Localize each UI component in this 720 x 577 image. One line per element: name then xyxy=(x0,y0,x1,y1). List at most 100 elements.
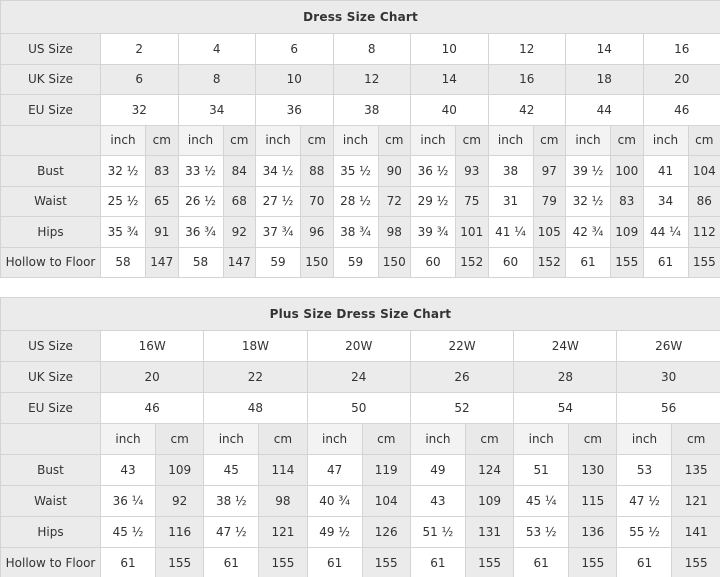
row-label: EU Size xyxy=(0,94,101,126)
measure-inch-cell: 38 ½ xyxy=(203,485,260,517)
size-value-cell: 12 xyxy=(332,63,411,95)
size-value-cell: 38 xyxy=(332,94,411,126)
row-label: US Size xyxy=(0,33,101,65)
measure-inch-cell: 53 xyxy=(616,454,673,486)
measure-cm-cell: 155 xyxy=(258,547,308,577)
size-value-cell: 12 xyxy=(487,33,566,65)
size-value-cell: 10 xyxy=(255,63,334,95)
unit-cm-label: cm xyxy=(222,124,256,156)
row-label: US Size xyxy=(0,330,101,362)
measure-cm-cell: 92 xyxy=(154,485,205,517)
size-value-cell: 26 xyxy=(409,361,515,393)
measure-inch-cell: 61 xyxy=(409,547,466,577)
measure-cm-cell: 75 xyxy=(455,185,489,217)
measure-cm-cell: 141 xyxy=(671,516,720,548)
size-value-cell: 50 xyxy=(306,392,411,424)
measure-cm-cell: 93 xyxy=(455,155,489,187)
measure-cm-cell: 100 xyxy=(610,155,644,187)
measure-cm-cell: 98 xyxy=(258,485,308,517)
measure-inch-cell: 43 xyxy=(100,454,156,486)
size-row: US Size 16W 18W 20W 22W 24W 26W xyxy=(0,330,720,362)
unit-inch-label: inch xyxy=(306,423,363,455)
unit-cm-label: cm xyxy=(258,423,308,455)
measure-inch-cell: 61 xyxy=(565,246,611,278)
measure-inch-cell: 36 ½ xyxy=(410,155,456,187)
measure-inch-cell: 32 ½ xyxy=(565,185,611,217)
measure-inch-cell: 32 ½ xyxy=(100,155,146,187)
unit-row-label xyxy=(0,423,101,455)
measure-inch-cell: 35 ½ xyxy=(332,155,379,187)
measure-inch-cell: 61 xyxy=(642,246,689,278)
measure-inch-cell: 33 ½ xyxy=(177,155,224,187)
size-value-cell: 24W xyxy=(513,330,618,362)
size-value-cell: 32 xyxy=(100,94,179,126)
measure-cm-cell: 155 xyxy=(154,547,205,577)
unit-inch-label: inch xyxy=(513,423,570,455)
unit-cm-label: cm xyxy=(377,124,411,156)
measure-cm-cell: 104 xyxy=(687,155,720,187)
measure-cm-cell: 65 xyxy=(145,185,179,217)
size-value-cell: 6 xyxy=(100,63,179,95)
size-value-cell: 14 xyxy=(565,33,644,65)
unit-inch-label: inch xyxy=(410,124,456,156)
measure-cm-cell: 98 xyxy=(377,216,411,248)
measure-inch-cell: 60 xyxy=(410,246,456,278)
size-value-cell: 20 xyxy=(99,361,205,393)
measure-inch-cell: 26 ½ xyxy=(177,185,224,217)
unit-cm-label: cm xyxy=(532,124,566,156)
measure-inch-cell: 51 ½ xyxy=(409,516,466,548)
size-value-cell: 14 xyxy=(410,63,489,95)
size-value-cell: 4 xyxy=(177,33,256,65)
size-value-cell: 24 xyxy=(306,361,411,393)
measure-inch-cell: 60 xyxy=(487,246,534,278)
size-value-cell: 52 xyxy=(409,392,515,424)
size-value-cell: 10 xyxy=(410,33,489,65)
measure-inch-cell: 44 ¼ xyxy=(642,216,689,248)
size-value-cell: 54 xyxy=(513,392,618,424)
table-title-row: Dress Size Chart xyxy=(0,0,720,34)
unit-cm-label: cm xyxy=(671,423,720,455)
unit-cm-label: cm xyxy=(568,423,618,455)
unit-cm-label: cm xyxy=(610,124,644,156)
measure-cm-cell: 121 xyxy=(258,516,308,548)
measure-cm-cell: 150 xyxy=(300,246,334,278)
measure-row: Waist 25 ½ 65 26 ½ 68 27 ½ 70 28 ½ 72 29 ½ 75 31 79 3… xyxy=(0,185,720,217)
measure-inch-cell: 41 xyxy=(642,155,689,187)
measure-cm-cell: 121 xyxy=(671,485,720,517)
size-value-cell: 18 xyxy=(565,63,644,95)
measure-cm-cell: 97 xyxy=(532,155,566,187)
unit-inch-label: inch xyxy=(616,423,673,455)
measure-inch-cell: 53 ½ xyxy=(513,516,570,548)
table-title-row: Plus Size Dress Size Chart xyxy=(0,297,720,331)
unit-cm-label: cm xyxy=(300,124,334,156)
measure-inch-cell: 42 ¾ xyxy=(565,216,611,248)
size-value-cell: 40 xyxy=(410,94,489,126)
measure-inch-cell: 40 ¾ xyxy=(306,485,363,517)
measure-inch-cell: 39 ¾ xyxy=(410,216,456,248)
measure-cm-cell: 131 xyxy=(464,516,515,548)
measure-row: Hollow to Floor 61 155 61 155 61 155 61 155 61 155… xyxy=(0,547,720,577)
measure-cm-cell: 92 xyxy=(222,216,256,248)
unit-inch-label: inch xyxy=(642,124,689,156)
measure-cm-cell: 155 xyxy=(671,547,720,577)
size-row: US Size 2 4 6 8 10 12 14 16 xyxy=(0,33,720,65)
measure-inch-cell: 39 ½ xyxy=(565,155,611,187)
size-value-cell: 22W xyxy=(409,330,515,362)
unit-header-row: inch cm inch cm inch cm inch cm inch cm inch cm xyxy=(0,423,720,455)
size-row: UK Size 6 8 10 12 14 16 18 20 xyxy=(0,63,720,95)
size-value-cell: 22 xyxy=(203,361,308,393)
size-value-cell: 36 xyxy=(255,94,334,126)
row-label: Hips xyxy=(0,216,101,248)
measure-inch-cell: 28 ½ xyxy=(332,185,379,217)
measure-inch-cell: 27 ½ xyxy=(255,185,301,217)
measure-cm-cell: 126 xyxy=(361,516,411,548)
measure-cm-cell: 152 xyxy=(532,246,566,278)
measure-inch-cell: 58 xyxy=(100,246,146,278)
size-value-cell: 28 xyxy=(513,361,618,393)
measure-cm-cell: 79 xyxy=(532,185,566,217)
measure-inch-cell: 59 xyxy=(255,246,301,278)
measure-inch-cell: 34 xyxy=(642,185,689,217)
row-label: Bust xyxy=(0,155,101,187)
measure-cm-cell: 86 xyxy=(687,185,720,217)
